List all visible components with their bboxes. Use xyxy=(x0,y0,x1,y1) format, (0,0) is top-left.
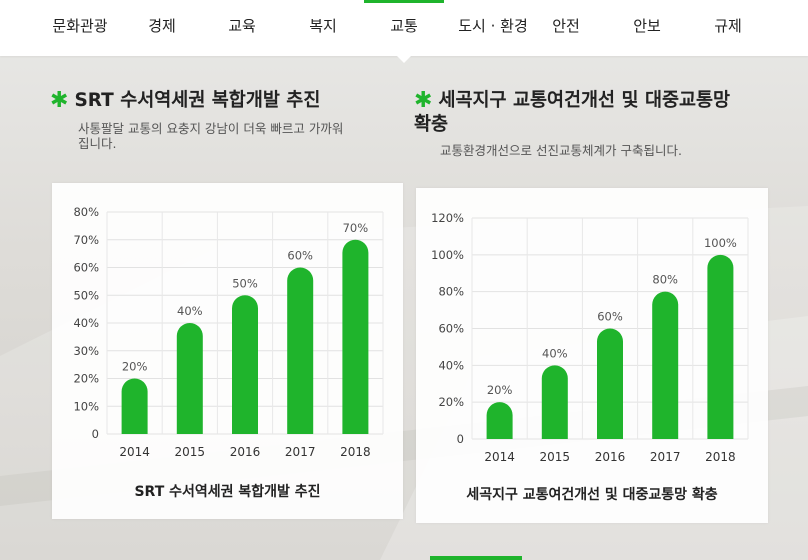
y-tick-label: 20% xyxy=(73,372,99,386)
y-tick-label: 0 xyxy=(457,432,464,446)
x-tick-label: 2018 xyxy=(705,450,736,464)
y-tick-label: 80% xyxy=(73,205,99,219)
value-label: 20% xyxy=(487,383,513,397)
value-label: 40% xyxy=(177,304,203,318)
bar-2015 xyxy=(176,323,203,434)
right-title-line2: 확충 xyxy=(414,114,449,135)
x-tick-label: 2018 xyxy=(340,445,371,459)
bar-chart-right: 0 20% 40% 60% 80% 100% 120% 20% 2014 40% 2015 60% 20… xyxy=(431,211,749,464)
x-tick-label: 2015 xyxy=(175,445,206,459)
y-tick-label: 120% xyxy=(431,211,464,225)
asterisk-icon: ✱ xyxy=(414,88,433,113)
bar-2018 xyxy=(707,254,734,439)
x-tick-label: 2014 xyxy=(484,450,515,464)
y-tick-label: 100% xyxy=(431,248,464,262)
right-section-description: 교통환경개선으로 선진교통체계가 구축됩니다. xyxy=(440,143,682,158)
nav-item-transport[interactable]: 교통 xyxy=(364,0,444,56)
bar-2017 xyxy=(652,291,679,439)
chart-caption-right: 세곡지구 교통여건개선 및 대중교통망 확충 xyxy=(466,487,718,503)
left-section-title: ✱ SRT 수서역세권 복합개발 추진 xyxy=(50,88,320,113)
nav-item-safety[interactable]: 안전 xyxy=(552,17,580,35)
value-label: 50% xyxy=(232,276,258,290)
top-navigation: 문화관광 경제 교육 복지 교통 도시 · 환경 안전 안보 규제 xyxy=(0,0,808,56)
chart-card-left: 0 10% 20% 30% 40% 50% 60% 70% 80% 20% 2014 40% 2015 5… xyxy=(52,183,403,519)
nav-item-security[interactable]: 안보 xyxy=(633,17,661,35)
bottom-accent-bar xyxy=(430,556,522,560)
nav-item-economy[interactable]: 경제 xyxy=(148,17,176,35)
y-tick-label: 50% xyxy=(73,288,99,302)
left-title-text: SRT 수서역세권 복합개발 추진 xyxy=(74,90,321,111)
y-tick-label: 60% xyxy=(73,261,99,275)
value-label: 40% xyxy=(542,346,568,360)
active-tab-caret xyxy=(397,56,411,63)
left-desc-line2: 집니다. xyxy=(78,136,117,151)
asterisk-icon: ✱ xyxy=(50,88,69,113)
bar-2014 xyxy=(486,402,513,439)
x-tick-label: 2015 xyxy=(540,450,571,464)
y-tick-label: 40% xyxy=(438,358,464,372)
left-section-description: 사통팔달 교통의 요충지 강남이 더욱 빠르고 가까워 집니다. xyxy=(78,121,343,151)
y-tick-label: 60% xyxy=(438,322,464,336)
nav-item-welfare[interactable]: 복지 xyxy=(309,17,337,35)
nav-item-education[interactable]: 교육 xyxy=(228,17,256,35)
bar-2014 xyxy=(121,378,148,434)
right-section-title: ✱ 세곡지구 교통여건개선 및 대중교통망 확충 xyxy=(414,88,730,137)
value-label: 20% xyxy=(122,360,148,374)
nav-item-culture-tourism[interactable]: 문화관광 xyxy=(52,17,108,35)
nav-item-urban-environment[interactable]: 도시 · 환경 xyxy=(458,17,528,35)
left-desc-line1: 사통팔달 교통의 요충지 강남이 더욱 빠르고 가까워 xyxy=(78,121,344,136)
value-label: 80% xyxy=(652,273,678,287)
y-tick-label: 30% xyxy=(73,344,99,358)
value-label: 60% xyxy=(597,310,623,324)
y-tick-label: 20% xyxy=(438,395,464,409)
bar-chart-left: 0 10% 20% 30% 40% 50% 60% 70% 80% 20% 2014 40% 2015 5… xyxy=(73,205,384,459)
x-tick-label: 2014 xyxy=(119,445,150,459)
value-label: 100% xyxy=(704,236,737,250)
bar-2016 xyxy=(597,328,623,439)
nav-item-regulation[interactable]: 규제 xyxy=(714,17,742,35)
chart-card-right: 0 20% 40% 60% 80% 100% 120% 20% 2014 40% 2015 60% 20… xyxy=(416,188,768,523)
y-tick-label: 40% xyxy=(73,316,99,330)
y-tick-label: 10% xyxy=(73,399,99,413)
x-tick-label: 2016 xyxy=(230,445,261,459)
bar-2018 xyxy=(342,239,369,434)
y-tick-label: 0 xyxy=(92,427,99,441)
bar-2015 xyxy=(541,365,568,439)
x-tick-label: 2017 xyxy=(650,450,681,464)
y-tick-label: 70% xyxy=(73,233,99,247)
bar-2017 xyxy=(287,267,314,434)
y-tick-label: 80% xyxy=(438,285,464,299)
x-tick-label: 2017 xyxy=(285,445,316,459)
chart-caption-left: SRT 수서역세권 복합개발 추진 xyxy=(134,484,321,500)
right-title-line1: 세곡지구 교통여건개선 및 대중교통망 xyxy=(438,90,731,111)
value-label: 70% xyxy=(343,221,369,235)
x-tick-label: 2016 xyxy=(595,450,626,464)
value-label: 60% xyxy=(287,249,313,263)
bar-2016 xyxy=(232,295,258,434)
